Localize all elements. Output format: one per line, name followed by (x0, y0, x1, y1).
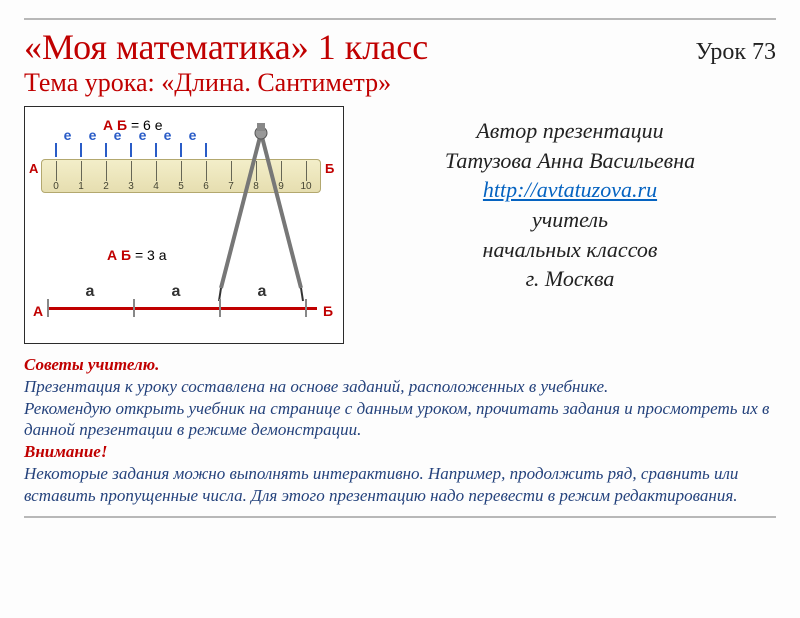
e-tick (205, 143, 207, 157)
advice-p2: Рекомендую открыть учебник на странице с… (24, 399, 769, 440)
a-label: а (258, 283, 267, 301)
author-block: Автор презентации Татузова Анна Васильев… (364, 106, 776, 344)
ruler-tick (256, 161, 257, 181)
author-role-2: начальных классов (364, 235, 776, 265)
advice-heading-1: Советы учителю. (24, 355, 159, 374)
author-name: Татузова Анна Васильевна (364, 146, 776, 176)
bottom-divider (24, 516, 776, 518)
a-tick (305, 299, 307, 317)
equation-2: А Б = 3 а (107, 247, 167, 263)
e-label: е (189, 127, 197, 143)
ruler-tick (81, 161, 82, 181)
ruler-number: 0 (53, 181, 59, 192)
e-tick (55, 143, 57, 157)
e-label: е (64, 127, 72, 143)
ruler-group: ееееее 012345678910 (41, 159, 331, 193)
diagram: А Б = 6 е А Б е е е е е е 0 1 2 3 4 5 6 7 8 9 10 А Б = … (24, 106, 344, 344)
lesson-topic: Тема урока: «Длина. Сантиметр» (0, 68, 800, 106)
ruler-number: 2 (103, 181, 109, 192)
ruler-tick (231, 161, 232, 181)
title-row: «Моя математика» 1 класс Урок 73 (0, 26, 800, 68)
advice-p1: Презентация к уроку составлена на основе… (24, 377, 608, 396)
ruler-number: 5 (178, 181, 184, 192)
ruler-number: 8 (253, 181, 259, 192)
ruler-tick (281, 161, 282, 181)
ruler-tick (181, 161, 182, 181)
advice-heading-2: Внимание! (24, 442, 107, 461)
ruler-tick (106, 161, 107, 181)
e-label: е (164, 127, 172, 143)
main-title: «Моя математика» 1 класс (24, 26, 428, 68)
ruler-tick (156, 161, 157, 181)
ruler-tick (56, 161, 57, 181)
a-tick (219, 299, 221, 317)
ruler-number: 4 (153, 181, 159, 192)
top-divider (24, 18, 776, 20)
ruler-number: 9 (278, 181, 284, 192)
e-tick (130, 143, 132, 157)
eq2-value: 3 а (147, 247, 166, 263)
author-heading: Автор презентации (364, 116, 776, 146)
e-label: е (89, 127, 97, 143)
content-row: А Б = 6 е А Б е е е е е е 0 1 2 3 4 5 6 7 8 9 10 А Б = … (0, 106, 800, 344)
label-a-bottom: А (33, 303, 43, 319)
e-tick (105, 143, 107, 157)
eq2-segment: А Б (107, 247, 131, 263)
a-label: а (86, 283, 95, 301)
e-tick (155, 143, 157, 157)
e-label: е (114, 127, 122, 143)
a-tick (133, 299, 135, 317)
lesson-number: Урок 73 (695, 39, 776, 66)
author-link[interactable]: http://avtatuzova.ru (483, 177, 657, 202)
a-label: а (172, 283, 181, 301)
ruler-number: 1 (78, 181, 84, 192)
compass-icon (201, 123, 321, 303)
ruler-number: 7 (228, 181, 234, 192)
advice-p3: Некоторые задания можно выполнять интера… (24, 464, 738, 505)
a-tick (47, 299, 49, 317)
ruler-number: 10 (300, 181, 311, 192)
author-role-1: учитель (364, 205, 776, 235)
equation-1: А Б = 6 е (103, 117, 163, 133)
ruler: 0 1 2 3 4 5 6 7 8 9 10 (41, 159, 321, 193)
ruler-tick (306, 161, 307, 181)
ruler-number: 6 (203, 181, 209, 192)
advice-block: Советы учителю. Презентация к уроку сост… (0, 344, 800, 506)
ruler-tick (206, 161, 207, 181)
e-label: е (139, 127, 147, 143)
author-city: г. Москва (364, 264, 776, 294)
eq2-equals: = (131, 247, 147, 263)
label-b-bottom: Б (323, 303, 333, 319)
e-tick (180, 143, 182, 157)
e-tick (80, 143, 82, 157)
ruler-number: 3 (128, 181, 134, 192)
label-a-top: А (29, 161, 38, 176)
ruler-tick (131, 161, 132, 181)
a-segment-line (47, 307, 317, 310)
